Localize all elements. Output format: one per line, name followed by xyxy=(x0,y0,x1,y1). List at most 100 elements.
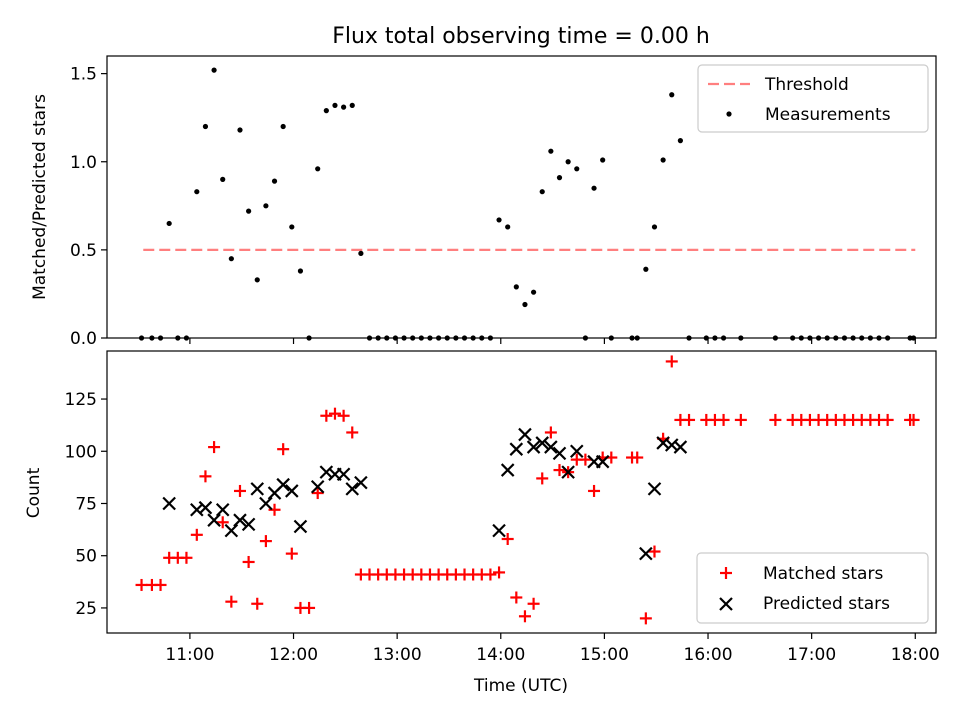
top-legend: Threshold Measurements xyxy=(697,64,929,133)
matched-star-point xyxy=(208,441,221,454)
bottom-ytick-label: 25 xyxy=(75,599,97,619)
bottom-ytick-label: 100 xyxy=(65,442,97,462)
legend-predicted-swatch xyxy=(719,597,733,611)
matched-star-point xyxy=(259,535,272,548)
predicted-star-point xyxy=(319,465,334,479)
bottom-xtick-label: 17:00 xyxy=(787,645,836,665)
matched-stars-points xyxy=(135,355,920,625)
predicted-star-point xyxy=(215,502,230,517)
top-axes-frame xyxy=(106,55,937,339)
bottom-y-axis-label: Count xyxy=(24,467,44,518)
top-x-ticks xyxy=(189,338,916,344)
measurement-point xyxy=(263,203,269,209)
predicted-star-point xyxy=(561,465,575,479)
matched-star-point xyxy=(527,597,540,610)
matched-star-point xyxy=(199,470,212,483)
top-ytick-label: 0.0 xyxy=(70,329,97,349)
bottom-legend-box xyxy=(696,552,929,624)
predicted-star-point xyxy=(639,546,653,561)
legend-measurements-swatch xyxy=(726,111,732,117)
predicted-star-point xyxy=(569,444,584,459)
measurement-point xyxy=(591,185,597,191)
bottom-xtick-label: 13:00 xyxy=(373,645,422,665)
matched-star-point xyxy=(579,453,592,466)
predicted-star-point xyxy=(293,519,308,534)
measurement-point xyxy=(323,108,329,114)
predicted-star-point xyxy=(233,513,247,527)
predicted-stars-points xyxy=(162,427,688,561)
matched-star-point xyxy=(717,413,730,426)
measurement-point xyxy=(539,189,545,195)
matched-star-point xyxy=(639,612,652,625)
matched-star-point xyxy=(683,413,696,426)
measurement-point xyxy=(297,268,304,274)
predicted-star-point xyxy=(509,442,524,456)
measurement-point xyxy=(194,189,200,195)
measurement-point xyxy=(643,266,649,272)
bottom-ytick-label: 125 xyxy=(65,390,97,410)
measurement-point xyxy=(341,104,347,110)
predicted-star-point xyxy=(492,523,506,538)
measurement-point xyxy=(660,157,666,163)
measurement-point xyxy=(548,148,554,154)
bottom-x-axis-label: Time (UTC) xyxy=(473,676,568,696)
predicted-star-point xyxy=(518,427,532,442)
measurement-point xyxy=(246,208,252,214)
bottom-xtick-label: 15:00 xyxy=(580,645,629,665)
measurement-point xyxy=(513,284,519,290)
top-y-axis-label: Matched/Predicted stars xyxy=(30,94,50,300)
chart-title: Flux total observing time = 0.00 h xyxy=(332,24,710,49)
matched-star-point xyxy=(320,409,333,422)
predicted-star-point xyxy=(595,454,610,469)
matched-star-point xyxy=(493,566,506,579)
matched-star-point xyxy=(665,355,678,368)
measurement-point xyxy=(202,123,209,130)
predicted-star-point xyxy=(544,440,558,454)
matched-star-point xyxy=(216,516,229,529)
measurement-point xyxy=(211,67,217,73)
measurement-point xyxy=(565,159,571,165)
measurement-point xyxy=(496,217,502,223)
bottom-y-ticks: 25 50 75 100 125 xyxy=(65,390,107,619)
matched-star-point xyxy=(501,533,514,545)
matched-star-point xyxy=(734,413,747,426)
bottom-x-ticks: 11:00 12:00 13:00 14:00 15:00 16:00 17:00 18:00 xyxy=(165,633,940,665)
matched-star-point xyxy=(544,426,557,439)
bottom-xtick-label: 18:00 xyxy=(891,645,940,665)
predicted-star-point xyxy=(224,523,239,538)
matched-star-point xyxy=(311,487,324,500)
top-ytick-label: 1.5 xyxy=(70,65,97,85)
top-y-ticks: 0.0 0.5 1.0 1.5 xyxy=(70,65,107,349)
measurement-point xyxy=(651,224,658,230)
measurement-point xyxy=(358,250,364,256)
measurement-point xyxy=(522,301,528,308)
legend-predicted-label: Predicted stars xyxy=(763,594,890,614)
matched-star-point xyxy=(135,578,148,591)
predicted-star-point xyxy=(345,482,360,496)
measurement-point xyxy=(349,102,355,108)
bottom-xtick-label: 11:00 xyxy=(165,645,214,665)
matched-star-point xyxy=(268,503,281,516)
matched-star-point xyxy=(536,472,549,485)
predicted-star-point xyxy=(552,446,567,461)
matched-star-point xyxy=(277,443,290,456)
legend-measurements-label: Measurements xyxy=(765,105,891,125)
measurement-point xyxy=(228,256,234,262)
predicted-star-point xyxy=(673,440,688,454)
measurement-point xyxy=(315,166,321,172)
matched-star-point xyxy=(346,426,359,439)
bottom-axes-frame xyxy=(106,350,937,634)
measurement-point xyxy=(505,224,511,230)
measurement-point xyxy=(600,157,606,163)
predicted-star-point xyxy=(285,484,299,498)
predicted-star-point xyxy=(664,438,679,452)
measurement-point xyxy=(669,92,675,98)
matched-star-point xyxy=(881,413,894,426)
measurement-point xyxy=(220,176,226,182)
measurement-point xyxy=(166,220,172,227)
predicted-star-point xyxy=(207,513,221,527)
predicted-star-point xyxy=(198,500,213,515)
matched-star-point xyxy=(907,413,920,426)
top-ytick-label: 1.0 xyxy=(70,153,97,173)
